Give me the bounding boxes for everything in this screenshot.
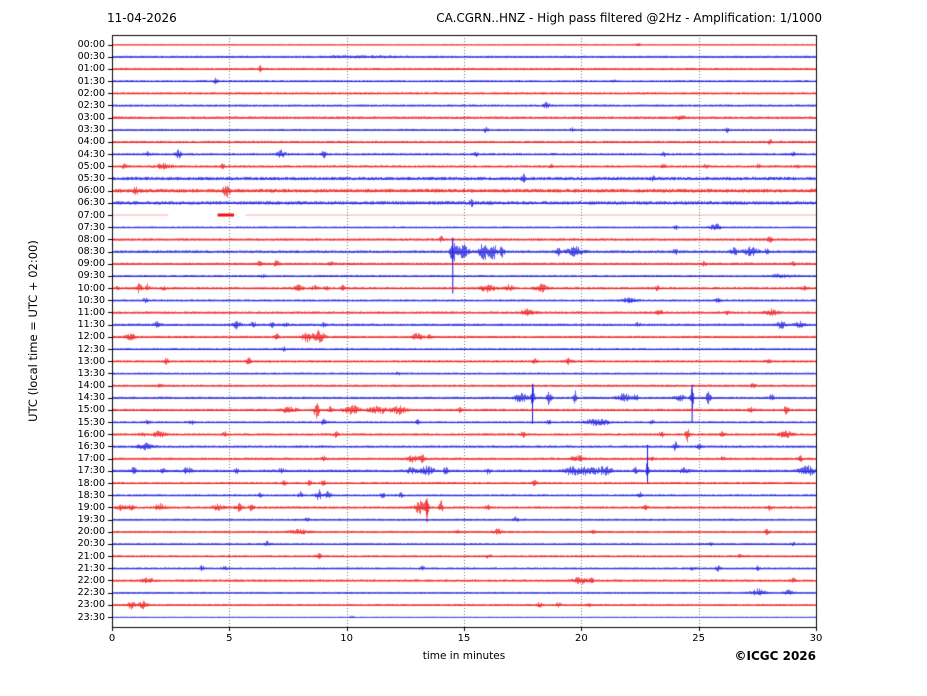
time-label: 13:00 [77,355,105,367]
time-label: 22:30 [77,587,105,599]
time-label: 03:30 [77,124,105,136]
time-label: 16:30 [77,440,105,452]
time-label: 05:30 [77,172,105,184]
time-label: 21:00 [77,550,105,562]
time-label: 11:30 [77,319,105,331]
time-label: 20:00 [77,526,105,538]
time-label: 00:00 [77,39,105,50]
time-label: 18:30 [77,489,105,501]
time-label: 09:00 [77,258,105,270]
x-axis-label: time in minutes [422,650,506,662]
time-label: 23:30 [77,611,105,623]
time-label: 02:00 [77,87,105,99]
minute-tick-label: 20 [574,633,588,644]
time-label: 22:00 [77,574,105,586]
time-label: 08:30 [77,246,105,258]
time-label: 19:00 [77,501,105,513]
time-label: 19:30 [77,514,105,526]
time-label: 02:30 [77,99,105,111]
time-label: 17:30 [77,465,105,477]
time-label: 10:00 [77,282,105,294]
minute-tick-label: 30 [809,633,823,644]
time-label: 07:30 [77,221,105,233]
time-label: 14:00 [77,380,105,392]
time-label: 01:30 [77,75,105,87]
time-label: 12:30 [77,343,105,355]
time-label: 00:30 [77,51,105,63]
time-label: 06:00 [77,185,105,197]
time-label: 01:00 [77,63,105,75]
time-label: 06:30 [77,197,105,209]
plot-date: 11-04-2026 [107,11,177,25]
time-label: 05:00 [77,160,105,172]
plot-title: CA.CGRN..HNZ - High pass filtered @2Hz -… [436,11,822,25]
time-label: 10:30 [77,294,105,306]
time-label: 21:30 [77,562,105,574]
time-label: 15:00 [77,404,105,416]
time-label: 11:00 [77,306,105,318]
minute-tick-label: 25 [692,633,706,644]
time-label: 04:30 [77,148,105,160]
copyright-label: ©ICGC 2026 [734,649,816,663]
time-label: 18:00 [77,477,105,489]
time-label: 14:30 [77,392,105,404]
time-label: 17:00 [77,453,105,465]
time-label: 09:30 [77,270,105,282]
time-label: 20:30 [77,538,105,550]
time-label: 03:00 [77,112,105,124]
minute-tick-label: 15 [457,633,471,644]
time-label: 08:00 [77,233,105,245]
minute-tick-label: 10 [340,633,354,644]
time-label: 12:00 [77,331,105,343]
time-label: 16:00 [77,428,105,440]
minute-tick-label: 5 [226,633,233,644]
minute-tick-label: 0 [108,633,116,644]
time-label: 15:30 [77,416,105,428]
time-label: 07:00 [77,209,105,221]
time-label: 04:00 [77,136,105,148]
time-label: 13:30 [77,367,105,379]
time-label: 23:00 [77,599,105,611]
